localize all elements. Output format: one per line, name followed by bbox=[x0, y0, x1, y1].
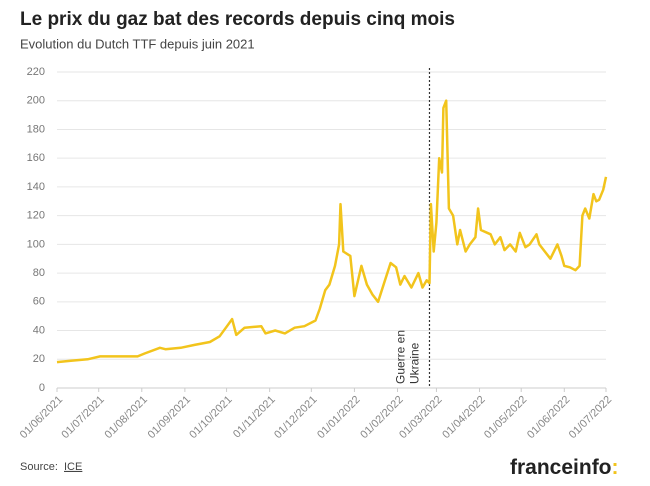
x-tick-label: 01/10/2021 bbox=[187, 394, 234, 441]
x-tick-label: 01/06/2022 bbox=[525, 394, 572, 441]
x-tick-label: 01/08/2021 bbox=[103, 394, 150, 441]
x-tick-label: 01/04/2022 bbox=[440, 394, 487, 441]
y-tick-label: 220 bbox=[27, 66, 45, 78]
source-link[interactable]: ICE bbox=[64, 461, 82, 473]
y-tick-label: 160 bbox=[27, 152, 45, 164]
x-tick-label: 01/07/2021 bbox=[59, 394, 106, 441]
x-tick-label: 01/01/2022 bbox=[315, 394, 362, 441]
y-tick-label: 180 bbox=[27, 123, 45, 135]
y-tick-label: 0 bbox=[39, 382, 45, 394]
x-tick-label: 01/07/2022 bbox=[567, 394, 614, 441]
y-tick-label: 20 bbox=[33, 353, 45, 365]
annotation-text: Ukraine bbox=[408, 342, 422, 384]
y-tick-label: 100 bbox=[27, 238, 45, 250]
x-tick-label: 01/05/2022 bbox=[482, 394, 529, 441]
chart-title: Le prix du gaz bat des records depuis ci… bbox=[20, 9, 455, 30]
brand: franceinfo: bbox=[510, 456, 619, 479]
annotation-text: Guerre en bbox=[394, 330, 408, 384]
source-label: Source: bbox=[20, 461, 58, 473]
data-line bbox=[56, 99, 608, 364]
y-tick-label: 40 bbox=[33, 324, 45, 336]
x-tick-label: 01/09/2021 bbox=[146, 394, 193, 441]
y-tick-label: 80 bbox=[33, 267, 45, 279]
x-tick-label: 01/06/2021 bbox=[18, 394, 65, 441]
y-tick-label: 140 bbox=[27, 181, 45, 193]
x-tick-label: 01/12/2021 bbox=[272, 394, 319, 441]
chart-subtitle: Evolution du Dutch TTF depuis juin 2021 bbox=[20, 36, 255, 51]
x-tick-label: 01/11/2021 bbox=[231, 394, 278, 441]
brand-colon: : bbox=[612, 456, 619, 479]
y-tick-label: 60 bbox=[33, 296, 45, 308]
y-tick-label: 200 bbox=[27, 95, 45, 107]
y-tick-label: 120 bbox=[27, 210, 45, 222]
brand-name: franceinfo bbox=[510, 456, 612, 479]
